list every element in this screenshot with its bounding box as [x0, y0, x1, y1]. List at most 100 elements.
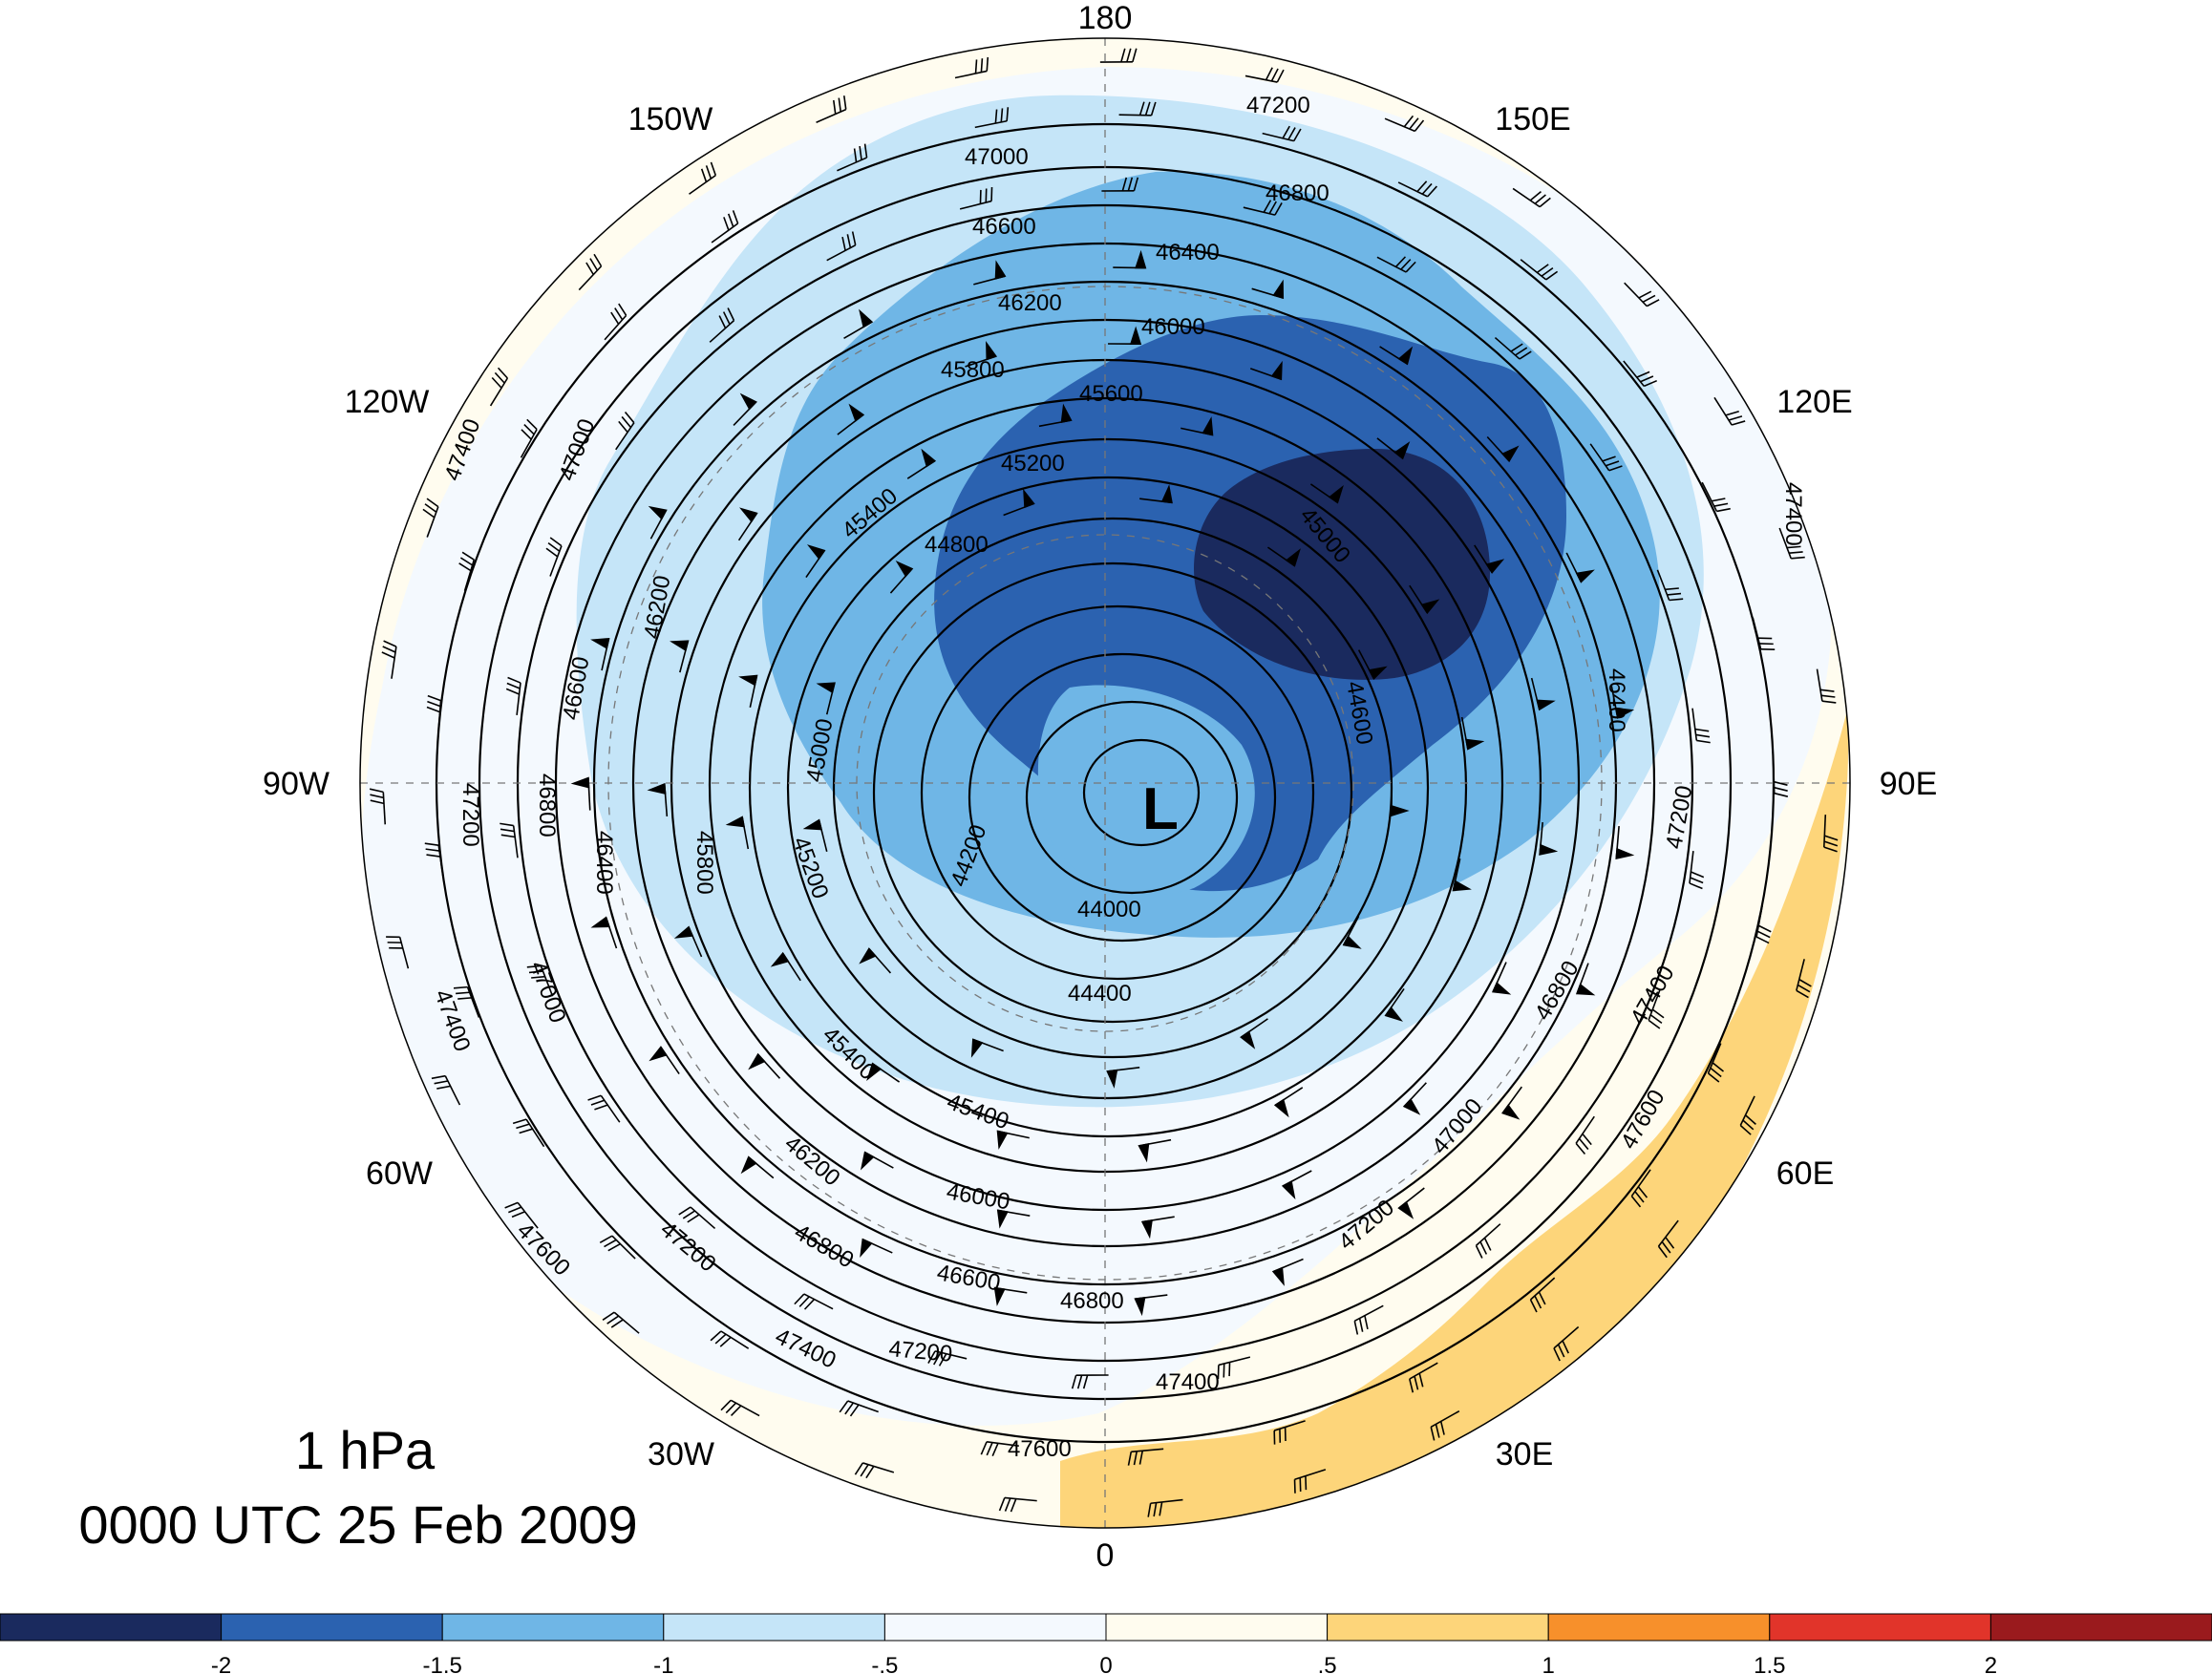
wind-barb-flag	[848, 403, 865, 422]
wind-barb-tick	[1725, 411, 1739, 416]
wind-barb-tick	[1127, 177, 1134, 192]
wind-barb-tick	[1638, 290, 1652, 299]
wind-barb-tick	[714, 1333, 727, 1345]
wind-barb-flag	[1384, 1006, 1403, 1022]
wind-barb-tick	[1132, 48, 1138, 63]
latitude-circle	[856, 534, 1354, 1032]
wind-barb-tick	[512, 1118, 527, 1125]
wind-barb-tick	[1797, 984, 1811, 993]
wind-barb-tick	[1691, 871, 1705, 879]
contour-label: 47400	[1780, 482, 1806, 546]
wind-barb-tick	[863, 143, 868, 159]
wind-barb-flag	[647, 782, 667, 795]
wind-barb-flag	[1138, 1143, 1150, 1163]
wind-barb-tick	[523, 423, 535, 435]
wind-barb-tick	[507, 676, 521, 684]
wind-barb-flag	[996, 1209, 1009, 1229]
wind-barb-flag	[1328, 485, 1344, 504]
wind-barb-tick	[621, 415, 632, 429]
wind-barb-tick	[1786, 545, 1801, 549]
colorbar-swatch	[1769, 1613, 1991, 1642]
lon-label-150e: 150E	[1495, 101, 1570, 138]
wind-barb-flag	[1134, 1297, 1146, 1317]
wind-barb-tick	[457, 997, 472, 1000]
wind-barb-tick	[585, 262, 595, 275]
wind-barb-tick	[494, 371, 505, 384]
contour-label: 44800	[925, 532, 989, 558]
wind-barb-tick	[547, 542, 561, 552]
map-boundary	[359, 37, 1851, 1529]
wind-barb-tick	[1742, 1119, 1755, 1131]
lon-label-90w: 90W	[263, 766, 330, 802]
wind-barb-tick	[1553, 1347, 1561, 1362]
wind-barb-tick	[1263, 200, 1272, 213]
wind-barb-tick	[842, 95, 847, 110]
wind-barb-tick	[1010, 1498, 1017, 1513]
wind-barb-flag	[1368, 666, 1388, 681]
contour-label: 44400	[1068, 981, 1132, 1007]
wind-barb-tick	[844, 1402, 855, 1415]
wind-barb-tick	[1605, 460, 1620, 467]
wind-barb-tick	[497, 367, 508, 379]
wind-barb-tick	[1150, 101, 1157, 117]
wind-barb-tick	[1534, 1295, 1542, 1309]
shading-deep-blue	[1194, 449, 1490, 680]
contour-line	[670, 358, 1542, 1212]
wind-barb-tick	[1076, 1374, 1083, 1389]
wind-barb-flag	[895, 560, 914, 578]
wind-barb-tick	[1538, 1291, 1546, 1305]
wind-barb-tick	[727, 307, 735, 321]
wind-barb-tick	[1082, 1374, 1089, 1389]
wind-barb-tick	[682, 1210, 695, 1219]
wind-barb-tick	[1274, 202, 1283, 216]
wind-barb-tick	[1545, 270, 1559, 281]
wind-barb-flag	[921, 448, 937, 468]
wind-barb-tick	[424, 842, 439, 846]
wind-barb-tick	[1430, 1427, 1436, 1441]
wind-barb-tick	[500, 828, 515, 833]
wind-barb-flag	[970, 1038, 984, 1058]
wind-barb-tick	[1696, 739, 1711, 744]
wind-barb-tick	[1270, 68, 1279, 82]
wind-barb-flag	[1273, 1098, 1289, 1118]
wind-barb-tick	[798, 1296, 810, 1307]
wind-barb-tick	[604, 1239, 617, 1248]
contour-label: 46800	[1266, 180, 1329, 206]
contour-line	[968, 652, 1277, 943]
wind-barb-flag	[739, 507, 758, 523]
colorbar-swatch	[0, 1613, 223, 1642]
wind-barb-tick	[1138, 1451, 1144, 1465]
wind-barb-tick	[1661, 1240, 1671, 1254]
wind-barb-tick	[500, 822, 514, 827]
contour-label: 46800	[534, 773, 560, 837]
wind-barb-tick	[1712, 1062, 1725, 1072]
wind-barb-tick	[933, 1351, 942, 1366]
wind-barb-tick	[722, 311, 731, 325]
wind-barb-tick	[1640, 375, 1654, 383]
wind-barb-tick	[846, 234, 852, 248]
wind-barb-tick	[526, 964, 542, 968]
wind-barb-tick	[1636, 371, 1650, 378]
wind-barb-flag	[748, 1052, 766, 1070]
wind-barb-flag	[994, 260, 1007, 280]
wind-barb-flag	[1240, 1030, 1256, 1049]
wind-barb-tick	[980, 58, 984, 73]
wind-barb-tick	[1657, 1245, 1668, 1259]
wind-barb-tick	[461, 551, 475, 561]
wind-barb-flag	[1402, 1097, 1421, 1115]
wind-barb-tick	[705, 165, 713, 180]
wind-barb-tick	[1744, 1114, 1756, 1125]
title-level: 1 hPa	[295, 1420, 436, 1480]
low-pressure-marker: L	[1142, 776, 1179, 842]
wind-barb-tick	[426, 854, 441, 858]
shading-inner-light	[1037, 685, 1255, 896]
wind-barb-tick	[1414, 119, 1425, 132]
colorbar-swatch	[1989, 1613, 2212, 1642]
wind-barb-tick	[1798, 978, 1812, 987]
wind-barb-flag	[1160, 484, 1173, 504]
wind-barb-tick	[1667, 592, 1682, 596]
wind-barb-flag	[570, 776, 590, 789]
wind-barb-flag	[1129, 326, 1142, 346]
wind-barb-tick	[456, 991, 470, 995]
wind-barb-tick	[1582, 1133, 1592, 1146]
